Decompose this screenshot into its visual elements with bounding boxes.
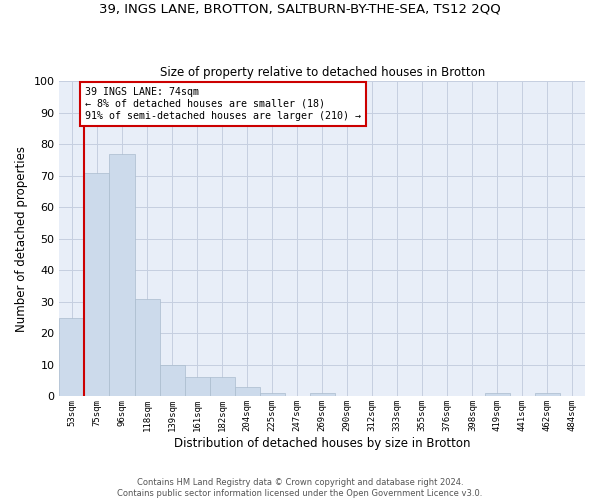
Bar: [134, 298, 160, 396]
Bar: [209, 378, 235, 396]
Y-axis label: Number of detached properties: Number of detached properties: [15, 146, 28, 332]
Bar: [109, 154, 134, 396]
Bar: [59, 318, 85, 396]
Text: 39, INGS LANE, BROTTON, SALTBURN-BY-THE-SEA, TS12 2QQ: 39, INGS LANE, BROTTON, SALTBURN-BY-THE-…: [99, 2, 501, 16]
Title: Size of property relative to detached houses in Brotton: Size of property relative to detached ho…: [160, 66, 485, 78]
Bar: [85, 172, 109, 396]
Bar: [235, 387, 260, 396]
Bar: [310, 394, 335, 396]
Bar: [485, 394, 510, 396]
Text: Contains HM Land Registry data © Crown copyright and database right 2024.
Contai: Contains HM Land Registry data © Crown c…: [118, 478, 482, 498]
Bar: [185, 378, 209, 396]
Text: 39 INGS LANE: 74sqm
← 8% of detached houses are smaller (18)
91% of semi-detache: 39 INGS LANE: 74sqm ← 8% of detached hou…: [85, 88, 361, 120]
X-axis label: Distribution of detached houses by size in Brotton: Distribution of detached houses by size …: [174, 437, 470, 450]
Bar: [160, 365, 185, 396]
Bar: [535, 394, 560, 396]
Bar: [260, 394, 284, 396]
